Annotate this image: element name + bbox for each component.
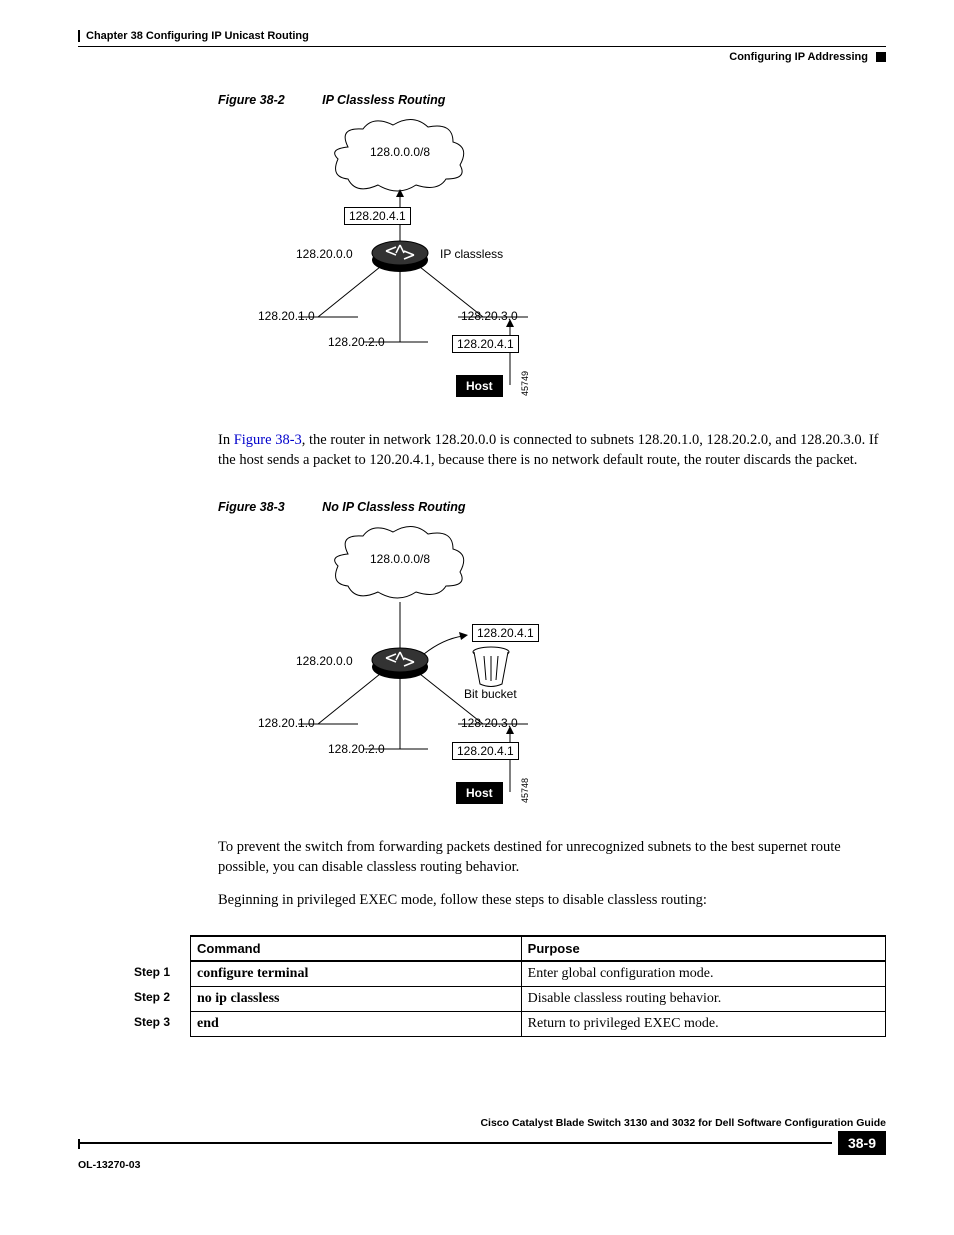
section-marker bbox=[876, 52, 886, 62]
fig1-sub1: 128.20.1.0 bbox=[258, 309, 315, 323]
figure-2-diagram: 128.0.0.0/8 128.20.4.1 128.20.0.0 Bit bu… bbox=[248, 524, 568, 824]
figure-1-title: IP Classless Routing bbox=[322, 93, 445, 107]
figure-1-diagram: 128.0.0.0/8 128.20.4.1 128.20.0.0 IP cla… bbox=[248, 117, 568, 417]
figure-2-num: Figure 38-3 bbox=[218, 500, 285, 514]
page-number: 38-9 bbox=[838, 1131, 886, 1155]
fig1-left-top: 128.20.0.0 bbox=[296, 247, 353, 261]
para1-post: , the router in network 128.20.0.0 is co… bbox=[218, 432, 878, 468]
footer-rule bbox=[78, 1142, 832, 1144]
rule-top bbox=[78, 46, 886, 47]
para1-pre: In bbox=[218, 432, 234, 448]
figure-1-caption: Figure 38-2 IP Classless Routing bbox=[218, 93, 886, 107]
step-label: Step 2 bbox=[134, 986, 191, 1011]
steps-header-command: Command bbox=[191, 936, 522, 961]
footer-guide-title: Cisco Catalyst Blade Switch 3130 and 303… bbox=[78, 1117, 886, 1129]
fig1-id: 45749 bbox=[520, 371, 530, 396]
fig1-host: Host bbox=[456, 375, 503, 397]
fig1-upper-box: 128.20.4.1 bbox=[344, 207, 411, 225]
figure-3-link[interactable]: Figure 38-3 bbox=[234, 432, 302, 448]
page-footer: Cisco Catalyst Blade Switch 3130 and 303… bbox=[78, 1117, 886, 1171]
fig1-ipclassless: IP classless bbox=[440, 247, 503, 261]
fig1-cloud-label: 128.0.0.0/8 bbox=[370, 145, 430, 159]
fig1-sub2: 128.20.2.0 bbox=[328, 335, 385, 349]
table-row: Step 3 end Return to privileged EXEC mod… bbox=[134, 1011, 886, 1036]
section-header: Configuring IP Addressing bbox=[78, 51, 886, 63]
step-label: Step 1 bbox=[134, 961, 191, 987]
steps-header-blank bbox=[134, 936, 191, 961]
step-command: no ip classless bbox=[191, 986, 522, 1011]
fig2-left-top: 128.20.0.0 bbox=[296, 654, 353, 668]
paragraph-3: Beginning in privileged EXEC mode, follo… bbox=[218, 891, 886, 911]
fig2-cloud-label: 128.0.0.0/8 bbox=[370, 552, 430, 566]
step-label: Step 3 bbox=[134, 1011, 191, 1036]
step-command: end bbox=[191, 1011, 522, 1036]
steps-table-wrap: Command Purpose Step 1 configure termina… bbox=[134, 935, 886, 1037]
fig2-sub3: 128.20.3.0 bbox=[461, 716, 518, 730]
step-purpose: Disable classless routing behavior. bbox=[521, 986, 885, 1011]
section-title: Configuring IP Addressing bbox=[729, 51, 868, 63]
table-row: Step 1 configure terminal Enter global c… bbox=[134, 961, 886, 987]
paragraph-2: To prevent the switch from forwarding pa… bbox=[218, 838, 886, 877]
fig2-lower-box: 128.20.4.1 bbox=[452, 742, 519, 760]
footer-doc-id: OL-13270-03 bbox=[78, 1159, 886, 1171]
fig2-upper-box: 128.20.4.1 bbox=[472, 624, 539, 642]
steps-table: Command Purpose Step 1 configure termina… bbox=[134, 935, 886, 1037]
steps-header-purpose: Purpose bbox=[521, 936, 885, 961]
chapter-header: Chapter 38 Configuring IP Unicast Routin… bbox=[78, 30, 886, 42]
fig2-sub2: 128.20.2.0 bbox=[328, 742, 385, 756]
paragraph-1: In Figure 38-3, the router in network 12… bbox=[218, 431, 886, 470]
step-purpose: Return to privileged EXEC mode. bbox=[521, 1011, 885, 1036]
figure-1-num: Figure 38-2 bbox=[218, 93, 285, 107]
table-row: Step 2 no ip classless Disable classless… bbox=[134, 986, 886, 1011]
fig2-host: Host bbox=[456, 782, 503, 804]
fig2-bucket: Bit bucket bbox=[464, 687, 517, 701]
step-purpose: Enter global configuration mode. bbox=[521, 961, 885, 987]
figure-2-title: No IP Classless Routing bbox=[322, 500, 465, 514]
page: Chapter 38 Configuring IP Unicast Routin… bbox=[0, 0, 954, 1201]
fig2-id: 45748 bbox=[520, 778, 530, 803]
fig1-lower-box: 128.20.4.1 bbox=[452, 335, 519, 353]
fig1-sub3: 128.20.3.0 bbox=[461, 309, 518, 323]
step-command: configure terminal bbox=[191, 961, 522, 987]
fig2-sub1: 128.20.1.0 bbox=[258, 716, 315, 730]
figure-2-caption: Figure 38-3 No IP Classless Routing bbox=[218, 500, 886, 514]
